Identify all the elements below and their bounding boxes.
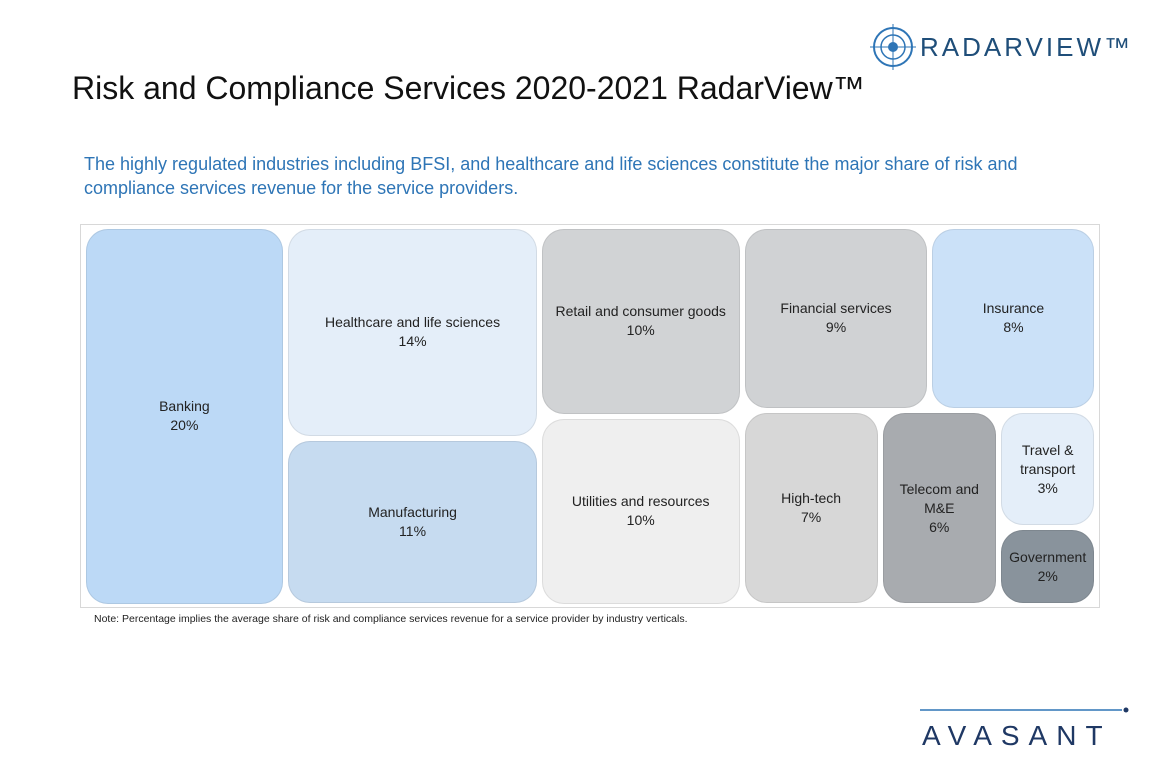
treemap-tile: Telecom and M&E 6% [882,413,996,604]
value-label: 8% [1003,319,1024,336]
treemap-tile: Retail and consumer goods 10% [541,228,740,414]
value-label: 11% [399,523,427,540]
avasant-line [920,707,1129,713]
category-label: Telecom and M&E [899,480,979,516]
title: Risk and Compliance Services 2020-2021 R… [72,70,865,106]
category-label: Insurance [982,300,1045,317]
treemap-tile: Financial services 9% [744,228,928,409]
value-label: 6% [929,518,950,535]
category-label: Healthcare and life sciences [324,314,501,331]
category-label: Utilities and resources [571,493,710,509]
category-label: Banking [159,398,210,414]
value-label: 3% [1037,479,1058,496]
treemap-tile: Banking 20% [85,228,284,604]
category-label: High-tech [781,490,842,507]
radarview-logo: RADARVIEW™ [920,32,1133,62]
category-label: Manufacturing [368,504,457,521]
subtitle: The highly regulated industries includin… [84,154,1018,198]
avasant-logo: AVASANT [922,720,1112,751]
treemap-tile: High-tech 7% [744,413,878,604]
value-label: 10% [626,322,655,338]
category-label: Travel & transport [1020,441,1076,477]
treemap-tile: Travel & transport 3% [1000,413,1095,526]
treemap-tile: Government 2% [1000,530,1095,604]
treemap-frame [80,224,1100,608]
category-label: Financial services [780,300,892,317]
category-label: Government [1009,548,1087,565]
note: Note: Percentage implies the average sha… [94,613,688,625]
value-label: 10% [626,512,655,528]
radarview-icon [870,24,916,70]
value-label: 7% [800,509,822,526]
treemap-tile: Manufacturing 11% [288,441,537,604]
value-label: 9% [825,319,847,336]
value-label: 20% [170,417,199,433]
treemap-tile: Healthcare and life sciences 14% [288,228,537,437]
value-label: 2% [1037,567,1058,584]
value-label: 14% [398,333,427,350]
category-label: Retail and consumer goods [555,303,726,319]
treemap-tile: Utilities and resources 10% [541,418,740,604]
treemap-tile: Insurance 8% [932,228,1095,409]
